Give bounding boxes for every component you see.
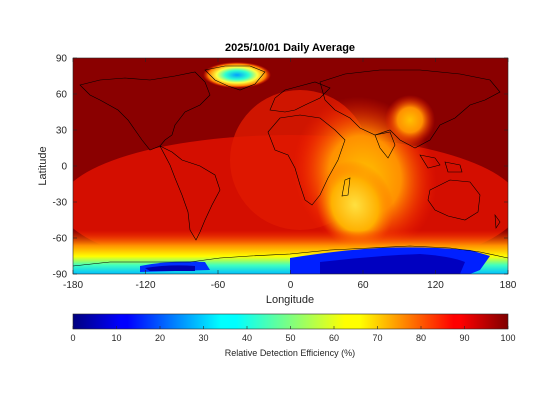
colorbar-tick-label: 0 bbox=[70, 333, 75, 343]
y-tick-label: 0 bbox=[61, 162, 67, 173]
y-tick-label: 30 bbox=[56, 126, 68, 137]
x-tick-label: -120 bbox=[135, 280, 155, 291]
colorbar-tick-label: 40 bbox=[242, 333, 252, 343]
y-tick-labels: 90 60 30 0 -30 -60 -90 bbox=[53, 54, 508, 281]
colorbar-label: Relative Detection Efficiency (%) bbox=[225, 348, 355, 358]
x-tick-label: 180 bbox=[500, 280, 517, 291]
x-tick-label: -180 bbox=[63, 280, 83, 291]
antarctica-low-efficiency-west-core bbox=[145, 265, 195, 271]
colorbar-tick-label: 30 bbox=[198, 333, 208, 343]
y-tick-label: -30 bbox=[53, 198, 68, 209]
colorbar-tick-label: 50 bbox=[285, 333, 295, 343]
colorbar-tick-label: 100 bbox=[500, 333, 515, 343]
x-axis-label: Longitude bbox=[266, 294, 314, 306]
orange-plume-north bbox=[385, 95, 435, 145]
x-tick-label: 120 bbox=[427, 280, 444, 291]
y-tick-label: -60 bbox=[53, 234, 68, 245]
y-axis-label: Latitude bbox=[37, 146, 49, 185]
map-area bbox=[73, 58, 508, 274]
y-tick-label: 90 bbox=[56, 54, 68, 65]
x-tick-labels: -180 -120 -60 0 60 120 180 bbox=[63, 58, 517, 291]
chart-title: 2025/10/01 Daily Average bbox=[225, 42, 355, 54]
colorbar-tick-label: 70 bbox=[372, 333, 382, 343]
y-tick-label: 60 bbox=[56, 90, 68, 101]
x-tick-label: 0 bbox=[288, 280, 294, 291]
x-tick-label: -60 bbox=[211, 280, 226, 291]
colorbar-tick-label: 80 bbox=[416, 333, 426, 343]
colorbar-tick-label: 20 bbox=[155, 333, 165, 343]
colorbar-tick-label: 10 bbox=[111, 333, 121, 343]
colorbar-tick-label: 90 bbox=[459, 333, 469, 343]
colorbar-tick-label: 60 bbox=[329, 333, 339, 343]
x-tick-label: 60 bbox=[357, 280, 369, 291]
y-tick-label: -90 bbox=[53, 270, 68, 281]
antarctica-low-efficiency-core bbox=[320, 254, 465, 274]
colorbar-tick-labels: 0 10 20 30 40 50 60 70 80 90 100 bbox=[70, 326, 516, 343]
yellow-core bbox=[316, 160, 394, 250]
coastlines bbox=[73, 65, 508, 267]
greenland-low-efficiency bbox=[203, 62, 271, 88]
